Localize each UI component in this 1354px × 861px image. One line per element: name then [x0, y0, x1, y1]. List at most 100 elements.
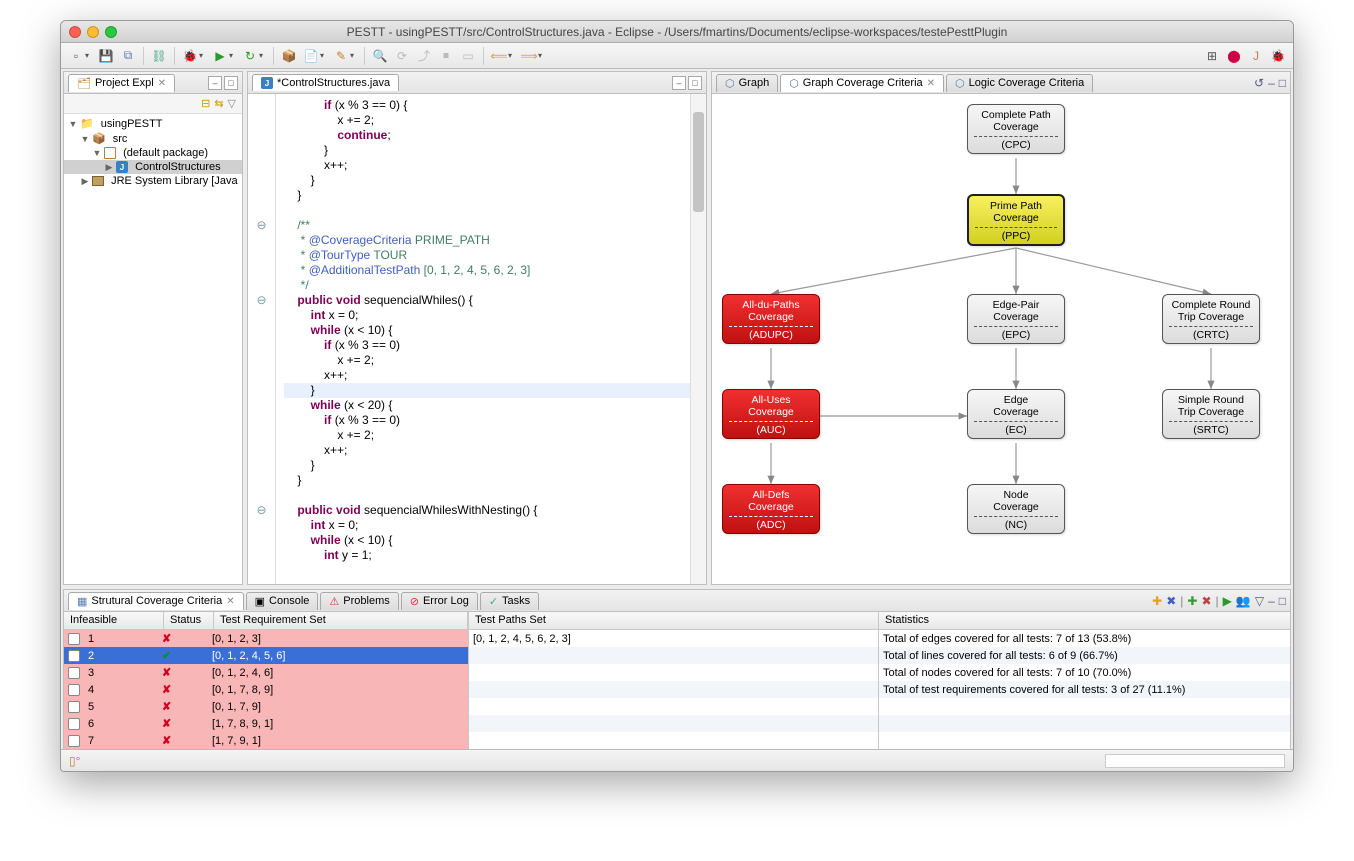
remove-icon[interactable]: ✖: [1166, 594, 1176, 608]
close-tab-icon[interactable]: ✕: [158, 78, 166, 89]
node-cpc[interactable]: Complete PathCoverage(CPC): [967, 104, 1065, 154]
tree-file-selected[interactable]: ▶J ControlStructures: [64, 160, 242, 174]
tab-logic-coverage[interactable]: ⬡Logic Coverage Criteria: [946, 74, 1093, 92]
tab-editor-file[interactable]: J *ControlStructures.java: [252, 74, 399, 91]
tab-tasks[interactable]: ✓Tasks: [480, 592, 539, 610]
node-crtc[interactable]: Complete RoundTrip Coverage(CRTC): [1162, 294, 1260, 344]
search-icon[interactable]: 🔍: [371, 47, 389, 65]
node-epc[interactable]: Edge-PairCoverage(EPC): [967, 294, 1065, 344]
col-test-paths[interactable]: Test Paths Set: [469, 612, 878, 629]
run-last-icon[interactable]: ↻: [241, 47, 259, 65]
table-row[interactable]: 2✔[0, 1, 2, 4, 5, 6]: [64, 647, 468, 664]
table-row[interactable]: [469, 681, 878, 698]
maximize-view-icon[interactable]: □: [688, 76, 702, 90]
editor-gutter[interactable]: ⊖ ⊖ ⊖: [248, 94, 276, 584]
open-type-icon[interactable]: ✎: [332, 47, 350, 65]
table-row[interactable]: 5✘[0, 1, 7, 9]: [64, 698, 468, 715]
perspective-pestt-icon[interactable]: ⬤: [1225, 47, 1243, 65]
maximize-view-icon[interactable]: □: [224, 76, 238, 90]
table-row[interactable]: [469, 698, 878, 715]
node-adupc[interactable]: All-du-PathsCoverage(ADUPC): [722, 294, 820, 344]
col-status[interactable]: Status: [164, 612, 214, 629]
collapse-all-icon[interactable]: ⊟: [201, 97, 210, 110]
col-infeasible[interactable]: Infeasible: [64, 612, 164, 629]
tree-project[interactable]: ▼📁 usingPESTT: [64, 116, 242, 131]
people-icon[interactable]: 👥: [1236, 594, 1251, 608]
node-ec[interactable]: EdgeCoverage(EC): [967, 389, 1065, 439]
table-row[interactable]: [469, 715, 878, 732]
maximize-view-icon[interactable]: □: [1279, 76, 1286, 90]
coverage-graph[interactable]: Complete PathCoverage(CPC) Prime PathCove…: [712, 94, 1290, 584]
tool-b-icon[interactable]: ⤴: [415, 47, 433, 65]
perspective-open-icon[interactable]: ⊞: [1203, 47, 1221, 65]
checkbox[interactable]: [68, 735, 80, 747]
table-row[interactable]: [469, 664, 878, 681]
tree-src[interactable]: ▼📦 src: [64, 131, 242, 146]
table-row[interactable]: 3✘[0, 1, 2, 4, 6]: [64, 664, 468, 681]
node-adc[interactable]: All-DefsCoverage(ADC): [722, 484, 820, 534]
link-icon[interactable]: ⛓: [150, 47, 168, 65]
new-type-icon[interactable]: 📄: [302, 47, 320, 65]
save-all-icon[interactable]: ⧉: [119, 47, 137, 65]
tab-problems[interactable]: ⚠Problems: [320, 592, 398, 610]
checkbox[interactable]: [68, 684, 80, 696]
save-icon[interactable]: 💾: [97, 47, 115, 65]
view-menu-icon[interactable]: ▽: [228, 97, 236, 110]
tab-error-log[interactable]: ⊘Error Log: [401, 592, 478, 610]
editor-scrollbar[interactable]: [690, 94, 706, 584]
tab-project-explorer[interactable]: 🗂 Project Expl ✕: [68, 74, 175, 92]
checkbox[interactable]: [68, 718, 80, 730]
perspective-debug-icon[interactable]: 🐞: [1269, 47, 1287, 65]
code-area[interactable]: if (x % 3 == 0) { x += 2; continue; } x+…: [276, 94, 690, 584]
tool-a-icon[interactable]: ⟳: [393, 47, 411, 65]
tool-d-icon[interactable]: ▭: [459, 47, 477, 65]
fwd-icon[interactable]: ⟹: [520, 47, 538, 65]
checkbox[interactable]: [68, 633, 80, 645]
refresh-icon[interactable]: ↺: [1254, 76, 1264, 90]
remove2-icon[interactable]: ✖: [1201, 594, 1211, 608]
node-srtc[interactable]: Simple RoundTrip Coverage(SRTC): [1162, 389, 1260, 439]
tab-structural-coverage[interactable]: ▦Strutural Coverage Criteria✕: [68, 592, 244, 610]
back-icon[interactable]: ⟸: [490, 47, 508, 65]
table-row[interactable]: 1✘[0, 1, 2, 3]: [64, 630, 468, 647]
tool-c-icon[interactable]: ⏹: [437, 47, 455, 65]
tab-graph[interactable]: ⬡Graph: [716, 74, 778, 92]
tree-package[interactable]: ▼ (default package): [64, 146, 242, 160]
tree-jre[interactable]: ▶ JRE System Library [Java: [64, 174, 242, 188]
checkbox[interactable]: [68, 701, 80, 713]
checkbox[interactable]: [68, 650, 80, 662]
new-icon[interactable]: ▫: [67, 47, 85, 65]
checkbox[interactable]: [68, 667, 80, 679]
add2-icon[interactable]: ✚: [1187, 594, 1197, 608]
table-row[interactable]: 4✘[0, 1, 7, 8, 9]: [64, 681, 468, 698]
link-editor-icon[interactable]: ⇆: [214, 97, 223, 110]
node-ppc[interactable]: Prime PathCoverage(PPC): [967, 194, 1065, 246]
minimize-view-icon[interactable]: –: [208, 76, 222, 90]
titlebar[interactable]: PESTT - usingPESTT/src/ControlStructures…: [61, 21, 1293, 43]
minimize-view-icon[interactable]: –: [1268, 76, 1275, 90]
table-row[interactable]: 6✘[1, 7, 8, 9, 1]: [64, 715, 468, 732]
col-statistics[interactable]: Statistics: [879, 612, 1290, 629]
minimize-view-icon[interactable]: –: [672, 76, 686, 90]
coverage-icon: ▦: [77, 595, 87, 608]
run-icon[interactable]: ▶: [1223, 594, 1232, 608]
node-auc[interactable]: All-UsesCoverage(AUC): [722, 389, 820, 439]
debug-icon[interactable]: 🐞: [181, 47, 199, 65]
table-row[interactable]: [469, 732, 878, 749]
maximize-view-icon[interactable]: □: [1279, 594, 1286, 608]
run-icon[interactable]: ▶: [211, 47, 229, 65]
tab-console[interactable]: ▣Console: [246, 592, 319, 610]
close-tab-icon[interactable]: ✕: [927, 78, 935, 89]
add-icon[interactable]: ✚: [1152, 594, 1162, 608]
perspective-java-icon[interactable]: J: [1247, 47, 1265, 65]
table-row[interactable]: 7✘[1, 7, 9, 1]: [64, 732, 468, 749]
tab-graph-coverage[interactable]: ⬡Graph Coverage Criteria✕: [780, 74, 944, 92]
view-menu-icon[interactable]: ▽: [1255, 594, 1264, 608]
node-nc[interactable]: NodeCoverage(NC): [967, 484, 1065, 534]
minimize-view-icon[interactable]: –: [1268, 594, 1275, 608]
new-pkg-icon[interactable]: 📦: [280, 47, 298, 65]
table-row[interactable]: [0, 1, 2, 4, 5, 6, 2, 3]: [469, 630, 878, 647]
col-requirement[interactable]: Test Requirement Set: [214, 612, 468, 629]
close-tab-icon[interactable]: ✕: [226, 596, 234, 607]
table-row[interactable]: [469, 647, 878, 664]
